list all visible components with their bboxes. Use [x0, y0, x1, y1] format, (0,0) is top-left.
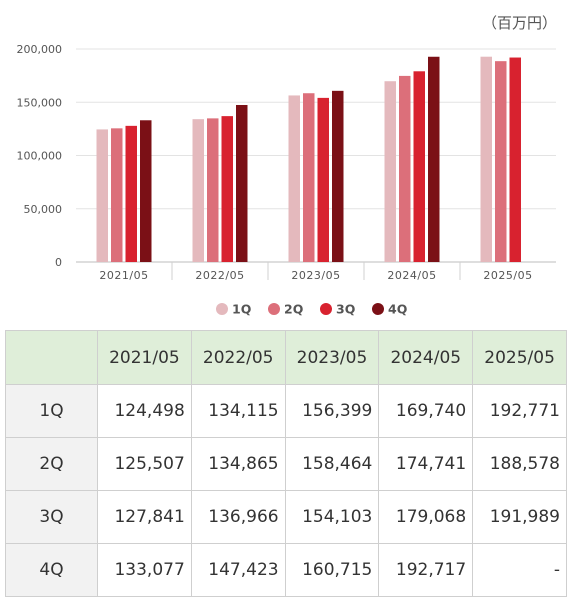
- table-header-cell: 2024/05: [378, 330, 474, 385]
- table-cell: 192,717: [378, 543, 474, 597]
- x-tick-label: 2025/05: [483, 269, 532, 282]
- legend-label: 4Q: [388, 302, 407, 317]
- table-cell: -: [472, 543, 567, 597]
- bar: [207, 118, 219, 262]
- bar: [480, 56, 492, 262]
- row-label: 2Q: [5, 437, 98, 491]
- row-label: 1Q: [5, 384, 98, 438]
- table-cell: 156,399: [284, 384, 380, 438]
- table-cell: 134,115: [190, 384, 286, 438]
- table-cell: 160,715: [284, 543, 380, 597]
- table-header-cell: 2023/05: [284, 330, 380, 385]
- bar: [495, 61, 507, 262]
- table-cell: 133,077: [97, 543, 192, 597]
- table-row: 2Q 125,507 134,865 158,464 174,741 188,5…: [5, 437, 567, 491]
- bar: [303, 93, 315, 262]
- table-header-cell: [5, 330, 98, 385]
- table-cell: 154,103: [284, 490, 380, 544]
- legend-label: 3Q: [336, 302, 355, 317]
- bar: [125, 125, 137, 262]
- bar-chart: 0 50,000 100,000 150,000 200,000 2021/05 2022/…: [17, 43, 556, 317]
- table-cell: 124,498: [97, 384, 192, 438]
- table-cell: 136,966: [190, 490, 286, 544]
- data-table: 2021/05 2022/05 2023/05 2024/05 2025/05 …: [5, 330, 567, 597]
- row-label: 3Q: [5, 490, 98, 544]
- legend-label: 2Q: [284, 302, 303, 317]
- bar: [332, 90, 344, 262]
- legend-marker: [320, 303, 332, 315]
- x-tick-label: 2021/05: [99, 269, 148, 282]
- row-label: 4Q: [5, 543, 98, 597]
- legend-marker: [268, 303, 280, 315]
- table-cell: 192,771: [472, 384, 567, 438]
- table-cell: 174,741: [378, 437, 474, 491]
- unit-label: （百万円）: [481, 14, 557, 32]
- bar: [288, 95, 300, 263]
- bar: [221, 116, 233, 262]
- table-cell: 158,464: [284, 437, 380, 491]
- y-tick-label: 150,000: [17, 96, 63, 109]
- x-tick-label: 2023/05: [291, 269, 340, 282]
- legend-marker: [372, 303, 384, 315]
- table-cell: 191,989: [472, 490, 567, 544]
- table-header-cell: 2022/05: [190, 330, 286, 385]
- bar: [399, 75, 411, 262]
- bar: [509, 57, 521, 263]
- bar: [96, 129, 108, 262]
- table-row: 4Q 133,077 147,423 160,715 192,717 -: [5, 543, 567, 597]
- y-tick-label: 50,000: [24, 203, 63, 216]
- table-cell: 134,865: [190, 437, 286, 491]
- table-cell: 179,068: [378, 490, 474, 544]
- table-header-cell: 2021/05: [97, 330, 192, 385]
- bar: [140, 120, 152, 262]
- table-row: 1Q 124,498 134,115 156,399 169,740 192,7…: [5, 384, 567, 438]
- bar: [384, 81, 396, 262]
- bar: [413, 71, 425, 263]
- y-tick-label: 100,000: [17, 150, 63, 163]
- table-cell: 125,507: [97, 437, 192, 491]
- table-header-row: 2021/05 2022/05 2023/05 2024/05 2025/05: [5, 330, 567, 385]
- table-cell: 188,578: [472, 437, 567, 491]
- table-row: 3Q 127,841 136,966 154,103 179,068 191,9…: [5, 490, 567, 544]
- table-cell: 147,423: [190, 543, 286, 597]
- table-header-cell: 2025/05: [472, 330, 567, 385]
- bar: [428, 56, 440, 262]
- bar: [192, 119, 204, 262]
- x-tick-label: 2022/05: [195, 269, 244, 282]
- table-cell: 169,740: [378, 384, 474, 438]
- x-tick-label: 2024/05: [387, 269, 436, 282]
- y-tick-label: 0: [55, 256, 62, 269]
- bar: [317, 97, 329, 262]
- y-tick-label: 200,000: [17, 43, 63, 56]
- table-cell: 127,841: [97, 490, 192, 544]
- legend-label: 1Q: [232, 302, 251, 317]
- bar: [111, 128, 123, 262]
- legend-marker: [216, 303, 228, 315]
- bar: [236, 104, 248, 262]
